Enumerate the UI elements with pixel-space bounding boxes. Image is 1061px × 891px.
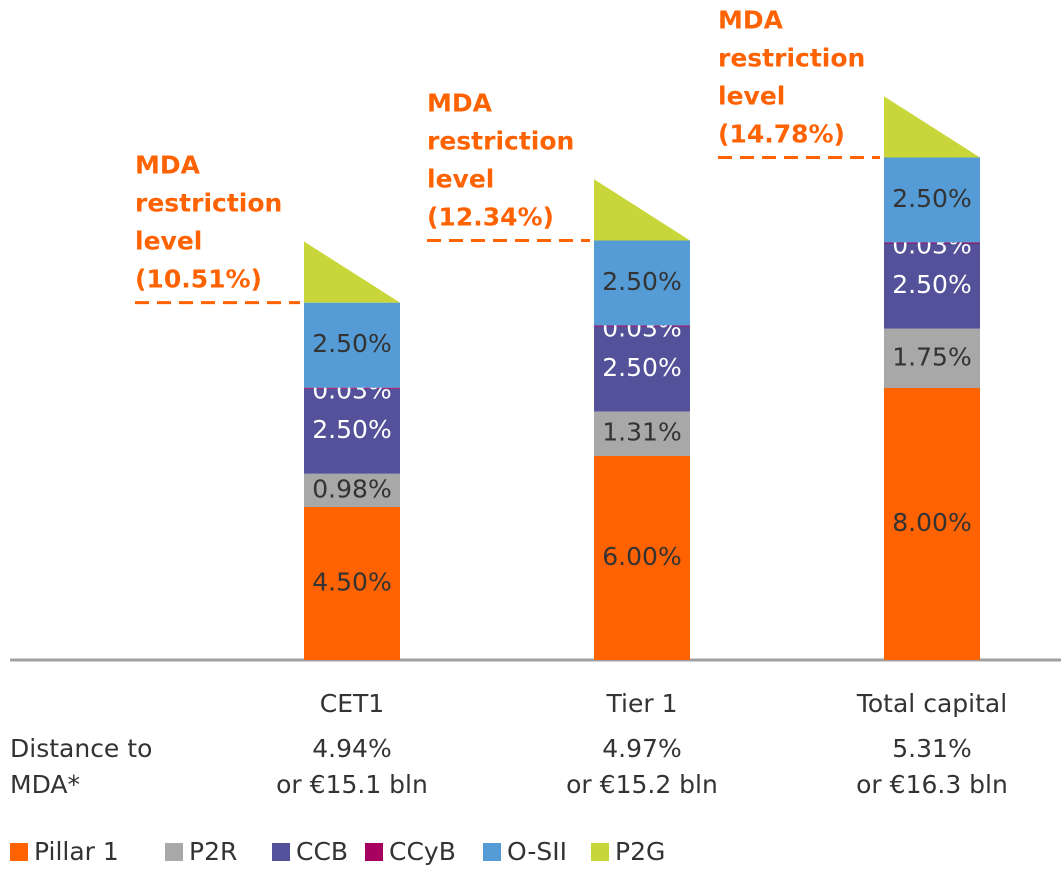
distance-value: 4.97% [602,734,681,763]
legend-swatch [365,843,383,861]
mda-label: restriction [135,189,282,218]
bar-segment [304,507,400,660]
value-label: 6.00% [602,542,681,571]
distance-value: or €16.3 bln [856,770,1008,799]
distance-value: or €15.1 bln [276,770,428,799]
legend-swatch [165,843,183,861]
value-label: 2.50% [312,415,391,444]
legend-label: CCB [296,837,348,866]
mda-label: (12.34%) [427,202,554,231]
legend-label: P2G [615,837,665,866]
value-label: 2.50% [312,329,391,358]
mda-label: MDA [718,5,784,34]
x-tick-label: Total capital [856,689,1007,718]
distance-value: 4.94% [312,734,391,763]
value-label: 0.98% [312,474,391,503]
value-label: 1.31% [602,418,681,447]
legend-swatch [483,843,501,861]
bar-segment [884,388,980,660]
p2g-triangle [594,179,690,241]
bar-segment [594,411,690,456]
bar-segment [594,325,690,327]
value-label: 4.50% [312,568,391,597]
value-label: 8.00% [892,508,971,537]
legend-label: CCyB [389,837,456,866]
x-tick-label: Tier 1 [606,689,678,718]
bar-segment [304,388,400,474]
p2g-triangle [884,96,980,158]
legend-swatch [272,843,290,861]
bar-segment [884,157,980,243]
bar-segment [884,243,980,329]
bar-segment [304,302,400,388]
mda-label: MDA [427,88,493,117]
mda-label: (10.51%) [135,265,262,294]
mda-label: level [135,227,202,256]
mda-label: restriction [427,126,574,155]
legend-swatch [10,843,28,861]
p2g-triangle [304,241,400,303]
bar-segment [304,387,400,389]
mda-label: restriction [718,43,865,72]
legend-label: P2R [189,837,237,866]
distance-label: MDA* [10,770,80,799]
value-label: 2.50% [892,270,971,299]
value-label: 2.50% [892,184,971,213]
mda-label: level [718,81,785,110]
bar-segment [594,240,690,326]
bar-segment [304,473,400,507]
distance-value: or €15.2 bln [566,770,718,799]
legend-label: O-SII [507,837,567,866]
mda-label: MDA [135,151,201,180]
distance-value: 5.31% [892,734,971,763]
legend-label: Pillar 1 [34,837,119,866]
bar-segment [884,328,980,388]
legend-swatch [591,843,609,861]
distance-label: Distance to [10,734,152,763]
value-label: 2.50% [602,353,681,382]
x-tick-label: CET1 [320,689,384,718]
value-label: 1.75% [892,342,971,371]
bar-segment [884,242,980,244]
mda-label: (14.78%) [718,119,845,148]
mda-label: level [427,164,494,193]
bar-segment [594,326,690,412]
value-label: 2.50% [602,267,681,296]
bar-segment [594,456,690,660]
